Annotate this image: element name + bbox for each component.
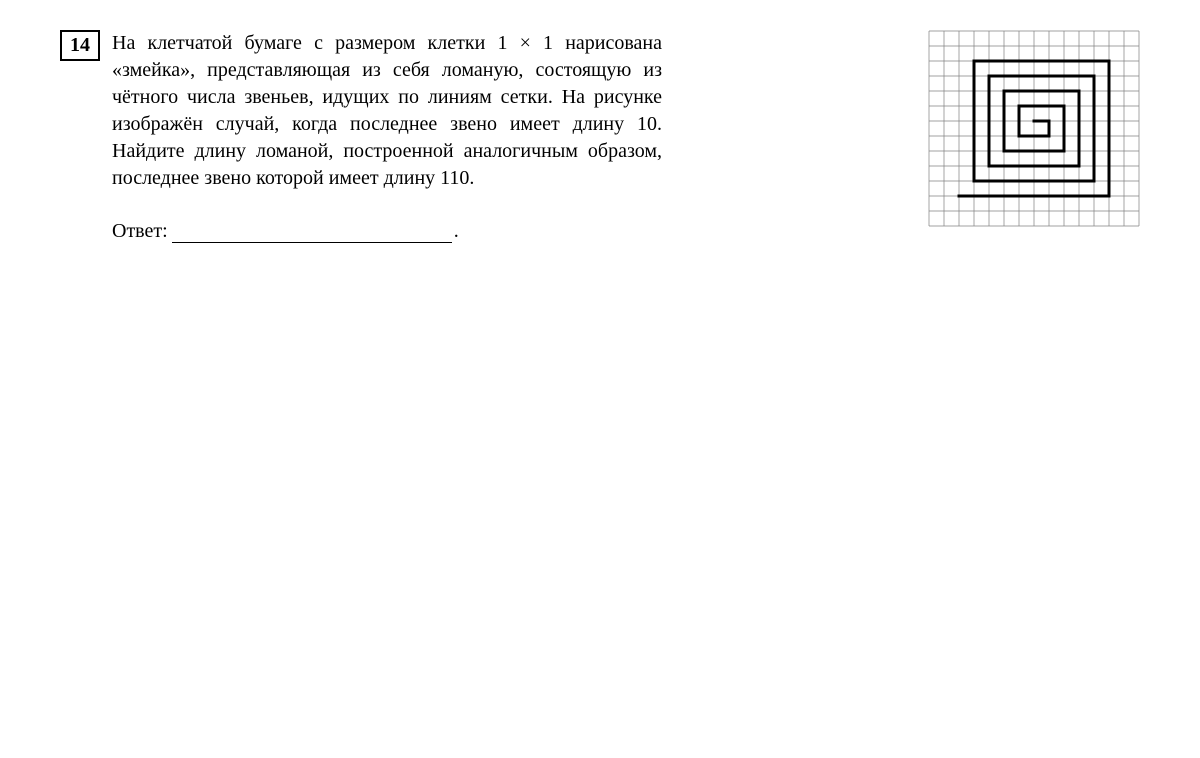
answer-row: Ответ: . bbox=[112, 220, 662, 243]
answer-blank-line bbox=[172, 223, 452, 243]
problem-number: 14 bbox=[70, 34, 90, 56]
answer-label: Ответ: bbox=[112, 220, 168, 243]
problem-text: На клетчатой бумаге с размером клетки 1 … bbox=[112, 30, 662, 192]
spiral-grid-svg bbox=[928, 30, 1140, 227]
content-area: На клетчатой бумаге с размером клетки 1 … bbox=[112, 30, 1140, 243]
problem-container: 14 На клетчатой бумаге с размером клетки… bbox=[60, 30, 1140, 243]
answer-period: . bbox=[454, 220, 459, 243]
text-column: На клетчатой бумаге с размером клетки 1 … bbox=[112, 30, 662, 243]
spiral-figure bbox=[928, 30, 1140, 243]
problem-number-box: 14 bbox=[60, 30, 100, 61]
